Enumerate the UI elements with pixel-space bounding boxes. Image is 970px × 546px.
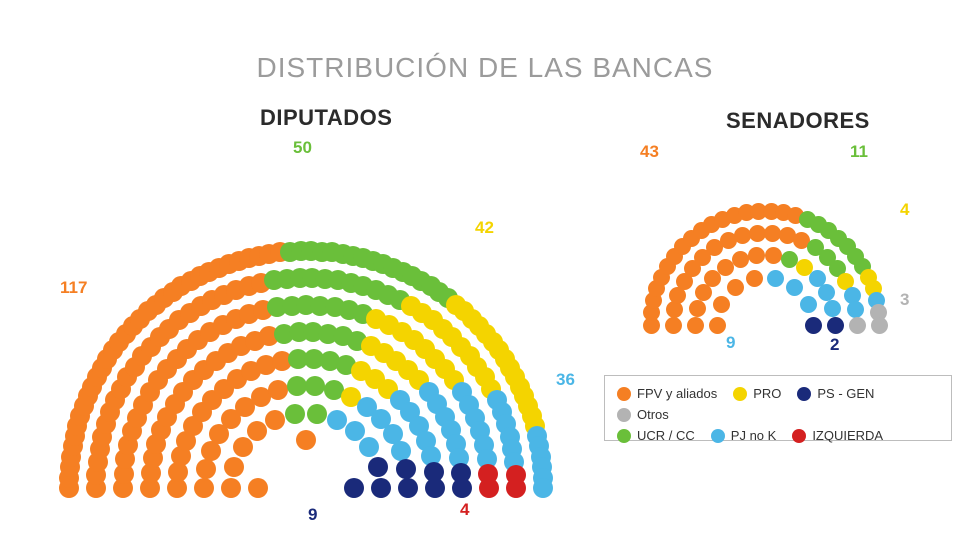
- legend-label-izq: IZQUIERDA: [812, 428, 883, 443]
- seat-diputados: [305, 376, 325, 396]
- count-label-diputados-pro: 42: [475, 218, 494, 238]
- seat-diputados: [425, 478, 445, 498]
- count-label-diputados-ucr: 50: [293, 138, 312, 158]
- count-label-senadores-pro: 4: [900, 200, 909, 220]
- legend-label-ucr: UCR / CC: [637, 428, 695, 443]
- seat-diputados: [391, 441, 411, 461]
- seat-diputados: [285, 404, 305, 424]
- legend-item-fpv: FPV y aliados: [617, 386, 717, 401]
- legend-dot-pjnok: [711, 429, 725, 443]
- seat-diputados: [287, 376, 307, 396]
- legend-dot-otros: [617, 408, 631, 422]
- seat-diputados: [307, 404, 327, 424]
- seat-diputados: [268, 380, 288, 400]
- seat-senadores: [871, 317, 888, 334]
- seat-senadores: [727, 279, 744, 296]
- legend-dot-psgen: [797, 387, 811, 401]
- seat-diputados: [296, 430, 316, 450]
- page-title: DISTRIBUCIÓN DE LAS BANCAS: [0, 52, 970, 84]
- seat-senadores: [748, 247, 765, 264]
- seat-diputados: [247, 421, 267, 441]
- legend-item-psgen: PS - GEN: [797, 386, 874, 401]
- seat-diputados: [221, 478, 241, 498]
- seat-senadores: [827, 317, 844, 334]
- legend-box: FPV y aliados PRO PS - GEN Otros UCR / CC PJ …: [604, 375, 952, 441]
- legend-item-izq: IZQUIERDA: [792, 428, 883, 443]
- count-label-diputados-fpv: 117: [60, 278, 87, 298]
- seat-diputados: [265, 410, 285, 430]
- legend-item-ucr: UCR / CC: [617, 428, 695, 443]
- seat-diputados: [396, 459, 416, 479]
- chamber-title-senadores: SENADORES: [726, 108, 870, 134]
- seat-diputados: [368, 457, 388, 477]
- seat-diputados: [506, 478, 526, 498]
- seat-diputados: [344, 478, 364, 498]
- legend-label-pro: PRO: [753, 386, 781, 401]
- count-label-senadores-psgen: 2: [830, 335, 839, 355]
- seat-senadores: [805, 317, 822, 334]
- legend-dot-pro: [733, 387, 747, 401]
- seat-senadores: [732, 251, 749, 268]
- legend-label-otros: Otros: [637, 407, 669, 422]
- seat-senadores: [818, 284, 835, 301]
- seat-senadores: [666, 301, 683, 318]
- legend-item-pjnok: PJ no K: [711, 428, 777, 443]
- legend-dot-ucr: [617, 429, 631, 443]
- seat-diputados: [233, 437, 253, 457]
- seat-senadores: [746, 270, 763, 287]
- seat-diputados: [479, 478, 499, 498]
- seat-senadores: [765, 247, 782, 264]
- count-label-senadores-fpv: 43: [640, 142, 659, 162]
- seat-senadores: [689, 300, 706, 317]
- count-label-senadores-ucr: 11: [850, 142, 868, 162]
- legend-item-otros: Otros: [617, 407, 669, 422]
- seat-diputados: [452, 478, 472, 498]
- count-label-diputados-pjnok: 36: [556, 370, 575, 390]
- seat-diputados: [359, 437, 379, 457]
- seat-senadores: [767, 270, 784, 287]
- chamber-title-diputados: DIPUTADOS: [260, 105, 392, 131]
- count-label-diputados-psgen: 9: [308, 505, 317, 525]
- legend-dot-fpv: [617, 387, 631, 401]
- seat-senadores: [847, 301, 864, 318]
- seat-diputados: [327, 410, 347, 430]
- seat-diputados: [398, 478, 418, 498]
- seat-senadores: [786, 279, 803, 296]
- legend-label-psgen: PS - GEN: [817, 386, 874, 401]
- seat-senadores: [824, 300, 841, 317]
- count-label-senadores-pjnok: 9: [726, 333, 735, 353]
- seat-senadores: [849, 317, 866, 334]
- seat-diputados: [224, 457, 244, 477]
- legend-dot-izq: [792, 429, 806, 443]
- seat-senadores: [709, 317, 726, 334]
- count-label-diputados-izq: 4: [460, 500, 469, 520]
- seat-diputados: [196, 459, 216, 479]
- seat-senadores: [717, 259, 734, 276]
- seat-diputados: [533, 478, 553, 498]
- legend-label-pjnok: PJ no K: [731, 428, 777, 443]
- seat-senadores: [800, 296, 817, 313]
- seat-diputados: [201, 441, 221, 461]
- seat-diputados: [194, 478, 214, 498]
- count-label-senadores-otros: 3: [900, 290, 909, 310]
- seat-senadores: [713, 296, 730, 313]
- seat-senadores: [665, 317, 682, 334]
- legend-item-pro: PRO: [733, 386, 781, 401]
- seat-senadores: [687, 317, 704, 334]
- legend-label-fpv: FPV y aliados: [637, 386, 717, 401]
- seat-diputados: [248, 478, 268, 498]
- seat-diputados: [371, 478, 391, 498]
